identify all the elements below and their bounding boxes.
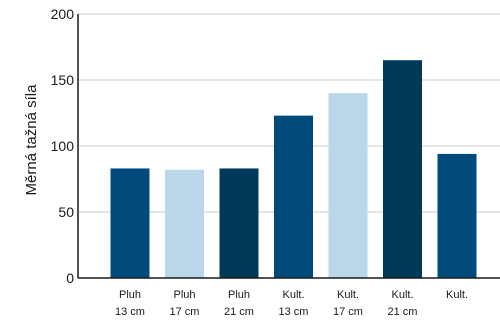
- y-tick-label: 150: [51, 72, 75, 88]
- y-tick-label: 200: [51, 6, 75, 22]
- x-tick-label: Pluh 13 cm: [115, 289, 145, 318]
- x-tick-label: Pluh 17 cm: [170, 289, 200, 318]
- bars: [110, 60, 477, 279]
- y-tick-labels: 0 50 100 150 200: [51, 6, 75, 286]
- x-tick-label: Kult. 13 cm: [279, 289, 309, 318]
- y-tick-label: 100: [51, 138, 75, 154]
- x-tick-label: Pluh 21 cm: [224, 289, 254, 318]
- bar: [328, 93, 368, 278]
- x-tick-labels: Pluh 13 cm Pluh 17 cm Pluh 21 cm Kult. 13 cm Kul…: [115, 289, 468, 318]
- y-axis-title: Měrná tažná síla: [23, 84, 40, 196]
- bar: [383, 60, 422, 279]
- x-tick-label: Kult.: [446, 289, 468, 301]
- y-tick-label: 50: [58, 204, 74, 220]
- y-tick-label: 0: [66, 270, 74, 286]
- x-tick-label: Kult. 21 cm: [388, 289, 418, 318]
- bar: [165, 169, 204, 278]
- bar: [437, 153, 477, 278]
- bar: [274, 115, 313, 278]
- bar: [110, 168, 150, 278]
- bar: [219, 168, 259, 278]
- x-tick-label: Kult. 17 cm: [333, 289, 363, 318]
